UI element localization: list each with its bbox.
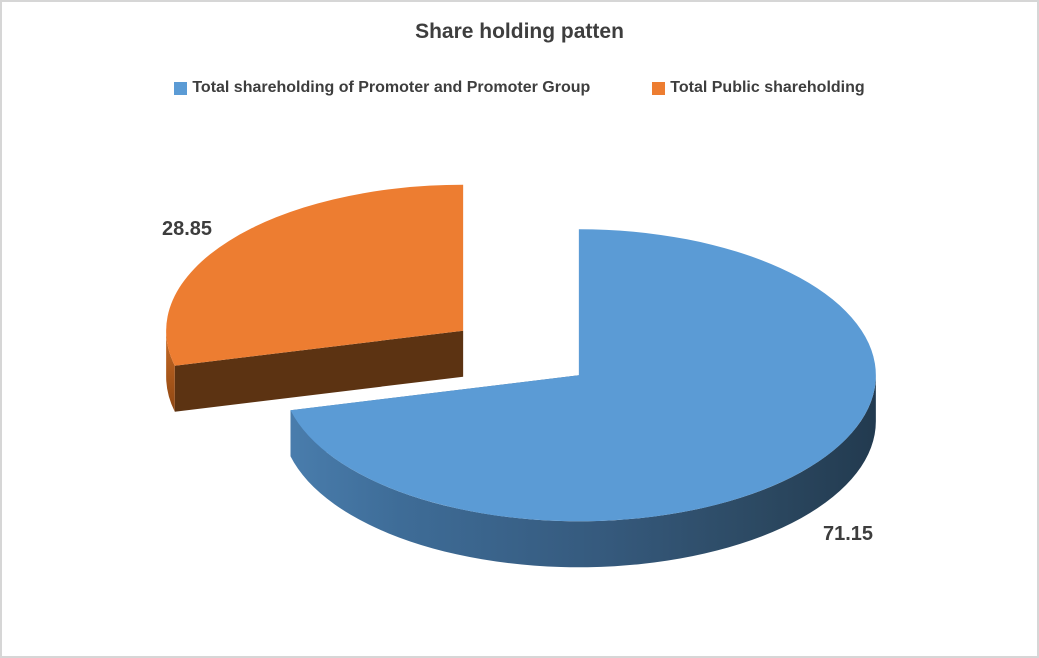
data-label-promoter: 71.15 [823, 523, 874, 545]
pie-slice-0-rim [290, 375, 876, 568]
legend-item-public: Total Public shareholding [652, 79, 865, 97]
chart-title: Share holding patten [415, 20, 624, 43]
pie-slice-1-rim [166, 330, 175, 412]
legend-label-public: Total Public shareholding [670, 79, 865, 96]
legend-swatch-promoter-icon [174, 81, 188, 95]
legend-swatch-public-icon [652, 81, 666, 95]
pie-slice-0-top [290, 229, 876, 522]
legend-label-promoter: Total shareholding of Promoter and Promo… [192, 79, 591, 96]
legend: Total shareholding of Promoter and Promo… [2, 79, 1037, 97]
pie-slice-1-top [166, 184, 464, 366]
data-label-public: 28.85 [162, 218, 213, 240]
pie-slice-1-cut-face-0 [174, 330, 464, 412]
legend-item-promoter: Total shareholding of Promoter and Promo… [174, 79, 590, 97]
